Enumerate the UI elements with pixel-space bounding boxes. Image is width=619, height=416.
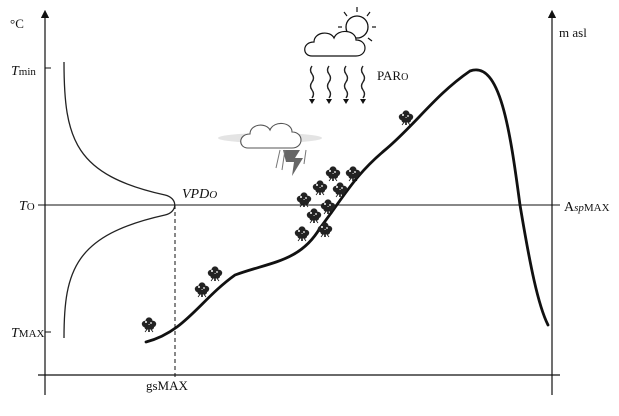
tmin-label: Tmin <box>11 64 36 79</box>
tree-icon <box>141 316 157 333</box>
light-rays <box>309 65 366 99</box>
tree-icon <box>294 225 310 242</box>
left-axis-unit: °C <box>10 16 24 31</box>
light-ray-arrows <box>309 99 366 104</box>
tree-icon <box>306 207 322 224</box>
vpd-label: VPDO <box>182 187 217 202</box>
aspmax-label: AspMAX <box>564 200 610 215</box>
axes <box>38 9 560 395</box>
tree-icon <box>312 179 328 196</box>
cloud-icon <box>304 30 366 57</box>
altitude-profile-curve <box>144 68 550 344</box>
storm-cloud-icon <box>218 122 322 176</box>
tmax-label: TMAX <box>11 326 45 341</box>
tree-icon <box>194 281 210 298</box>
tree-icon <box>317 221 333 238</box>
tree-icon <box>207 265 223 282</box>
tree-icon <box>398 109 414 126</box>
to-label: TO <box>19 199 35 214</box>
temperature-response-curve <box>63 61 176 339</box>
right-axis-unit: m asl <box>559 25 587 40</box>
gsmax-label: gsMAX <box>146 378 189 393</box>
par-label: PARO <box>377 68 408 83</box>
tree-icon <box>325 165 341 182</box>
